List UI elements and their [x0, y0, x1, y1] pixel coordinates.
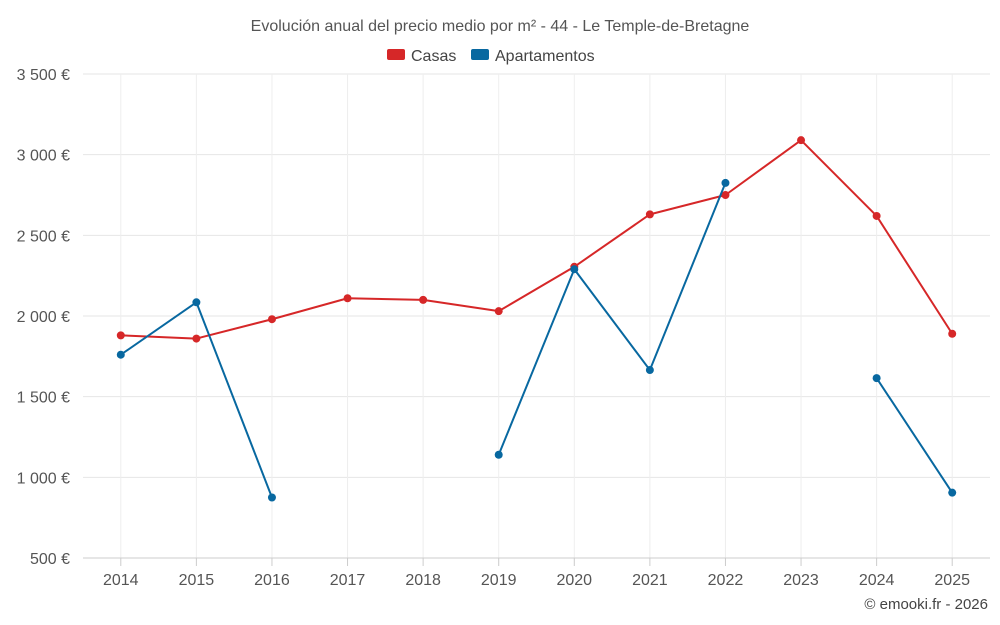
data-point-apartamentos[interactable] [494, 450, 503, 459]
data-point-casas[interactable] [948, 329, 957, 338]
series-line-apartamentos [875, 377, 954, 494]
y-tick-label: 3 500 € [17, 67, 70, 84]
plot-area [116, 136, 957, 502]
data-point-apartamentos[interactable] [267, 493, 276, 502]
legend-item-apartamentos[interactable]: Apartamentos [471, 48, 595, 65]
x-tick-label: 2017 [330, 572, 366, 589]
series-line-casas [119, 139, 954, 340]
legend-swatch-apartamentos [471, 49, 489, 60]
x-tick-label: 2016 [254, 572, 290, 589]
data-point-apartamentos[interactable] [721, 178, 730, 187]
data-point-apartamentos[interactable] [948, 488, 957, 497]
data-point-apartamentos[interactable] [570, 265, 579, 274]
data-point-apartamentos[interactable] [872, 374, 881, 383]
data-point-apartamentos[interactable] [116, 350, 125, 359]
data-point-casas[interactable] [419, 295, 428, 304]
x-tick-label: 2021 [632, 572, 668, 589]
data-point-casas[interactable] [872, 211, 881, 220]
data-point-casas[interactable] [267, 315, 276, 324]
data-point-casas[interactable] [192, 334, 201, 343]
x-tick-label: 2024 [859, 572, 895, 589]
data-point-casas[interactable] [116, 331, 125, 340]
x-tick-label: 2018 [405, 572, 441, 589]
y-axis: 500 € 1 000 € 1 500 € 2 000 € 2 500 € 3 000 €… [17, 67, 70, 568]
x-tick-label: 2025 [934, 572, 970, 589]
legend: Casas Apartamentos [387, 48, 595, 65]
y-tick-label: 2 500 € [17, 228, 70, 245]
x-tick-label: 2015 [179, 572, 215, 589]
legend-swatch-casas [387, 49, 405, 60]
data-point-casas[interactable] [494, 307, 503, 316]
series-line-apartamentos [497, 181, 727, 456]
legend-label-apartamentos: Apartamentos [495, 48, 595, 65]
x-tick-label: 2023 [783, 572, 819, 589]
x-tick-label: 2014 [103, 572, 139, 589]
data-point-casas[interactable] [343, 294, 352, 303]
legend-label-casas: Casas [411, 48, 456, 65]
grid [83, 73, 990, 559]
x-axis: 2014 2015 2016 2017 2018 2019 2020 2021 2022 2023… [83, 557, 990, 589]
x-tick-label: 2020 [556, 572, 592, 589]
data-point-casas[interactable] [645, 210, 654, 219]
x-tick-label: 2019 [481, 572, 517, 589]
data-point-apartamentos[interactable] [192, 298, 201, 307]
series-apartamentos [116, 178, 957, 502]
legend-item-casas[interactable]: Casas [387, 48, 456, 65]
x-tick-label: 2022 [708, 572, 744, 589]
y-tick-label: 3 000 € [17, 148, 70, 165]
y-tick-label: 500 € [30, 551, 70, 568]
y-tick-label: 2 000 € [17, 309, 70, 326]
data-point-casas[interactable] [721, 191, 730, 199]
credit: © emooki.fr - 2026 [864, 596, 988, 613]
series-casas [116, 136, 957, 343]
y-tick-label: 1 500 € [17, 390, 70, 407]
chart-title: Evolución anual del precio medio por m² … [251, 18, 750, 35]
data-point-casas[interactable] [797, 136, 806, 145]
data-point-apartamentos[interactable] [645, 366, 654, 375]
y-tick-label: 1 000 € [17, 470, 70, 487]
